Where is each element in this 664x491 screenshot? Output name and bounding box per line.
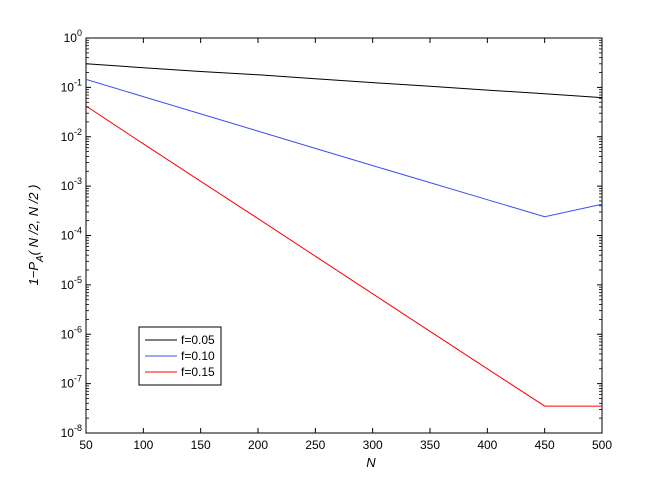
x-axis-label: N [366, 455, 376, 470]
series-layer [85, 63, 603, 407]
x-tick-label: 150 [191, 438, 211, 452]
series-line-0 [85, 63, 603, 99]
y-axis-label: 1−PA( N /2, N /2 ) [26, 185, 46, 286]
y-tick-label: 10-1 [61, 77, 82, 94]
y-tick-label: 10-8 [61, 423, 82, 440]
x-tick-label: 100 [133, 438, 153, 452]
x-tick-label: 300 [363, 438, 383, 452]
series-line-1 [85, 78, 603, 218]
x-tick-label: 450 [535, 438, 555, 452]
legend-label-0: f=0.05 [181, 333, 215, 347]
x-tick-label: 50 [79, 438, 93, 452]
legend: f=0.05 f=0.10 f=0.15 [138, 326, 222, 386]
y-tick-label: 10-3 [61, 176, 82, 193]
series-line-2 [85, 105, 602, 407]
legend-label-2: f=0.15 [181, 365, 215, 379]
x-tick-label: 250 [305, 438, 325, 452]
legend-label-1: f=0.10 [181, 349, 215, 363]
y-tick-label: 10-4 [61, 226, 82, 243]
y-tick-label: 10-7 [61, 374, 82, 391]
x-tick-label: 350 [420, 438, 440, 452]
x-axis: 50 100 150 200 250 300 350 400 450 500 [79, 38, 612, 452]
y-axis: 100 10-1 10-2 10-3 10-4 10-5 10-6 10-7 10-8 [61, 28, 602, 440]
y-tick-label: 10-6 [61, 324, 82, 341]
x-tick-label: 400 [477, 438, 497, 452]
y-tick-label: 10-2 [61, 127, 82, 144]
y-axis-label-text: 1−PA( N /2, N /2 ) [26, 185, 46, 286]
x-tick-label: 200 [248, 438, 268, 452]
y-tick-label: 100 [64, 28, 82, 45]
y-tick-label: 10-5 [61, 275, 82, 292]
x-tick-label: 500 [592, 438, 612, 452]
